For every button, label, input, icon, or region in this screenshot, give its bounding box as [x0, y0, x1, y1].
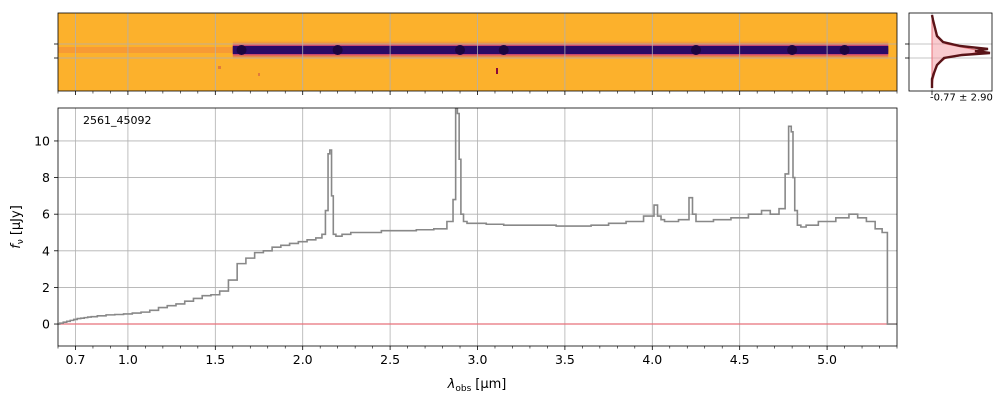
- profile-annotation: -0.77 ± 2.90: [930, 92, 993, 103]
- x-tick-label: 1.5: [205, 352, 225, 367]
- x-tick-label: 2.5: [380, 352, 400, 367]
- x-tick-label: 2.0: [293, 352, 313, 367]
- spectrum-2d-content: [58, 40, 889, 76]
- trace-clump: [498, 45, 509, 55]
- x-axis-label: λobs [μm]: [447, 377, 507, 394]
- x-tick-label: 4.0: [642, 352, 662, 367]
- trace-clump: [839, 45, 850, 55]
- trace-core: [232, 46, 889, 54]
- object-id-label: 2561_45092: [83, 114, 152, 127]
- trace-clump: [236, 45, 247, 55]
- y-tick-label: 2: [42, 280, 50, 295]
- trace-clump: [455, 45, 466, 55]
- y-axis-label: fν[μJy]: [9, 205, 26, 249]
- x-tick-label: 3.5: [555, 352, 575, 367]
- profile-panel: -0.77 ± 2.90: [905, 12, 993, 103]
- y-tick-label: 10: [34, 133, 50, 148]
- x-tick-label: 1.0: [118, 352, 138, 367]
- y-tick-label: 4: [42, 243, 50, 258]
- spectrum-2d-ticks: [54, 43, 898, 95]
- y-tick-label: 0: [42, 317, 50, 332]
- profile-frame: [908, 12, 993, 92]
- x-tick-label: 5.0: [817, 352, 837, 367]
- trace-clump: [332, 45, 343, 55]
- spectrum-2d-grid: [58, 13, 897, 91]
- spectrum-1d-panel: 0.7 1.0 1.5 2.0 2.5 3.0 3.5 4.0 4.5 5.0 0 2 4 6 8 10 25…: [9, 107, 898, 394]
- trace-clump: [787, 45, 798, 55]
- axis-ticks: 0.7 1.0 1.5 2.0 2.5 3.0 3.5 4.0 4.5 5.0 0 2 4 6 8 10: [34, 133, 898, 367]
- spectrum-line: [58, 108, 897, 325]
- trace-faint: [58, 47, 233, 53]
- artifact-dot: [218, 66, 221, 69]
- series-layer: [58, 108, 897, 325]
- x-tick-label: 0.7: [66, 352, 86, 367]
- profile-data-line: [930, 14, 991, 88]
- y-tick-label: 8: [42, 170, 50, 185]
- artifact-dot: [258, 73, 260, 76]
- x-tick-label: 3.0: [468, 352, 488, 367]
- y-tick-label: 6: [42, 207, 50, 222]
- artifact-dot: [496, 68, 498, 74]
- trace-clump: [690, 45, 701, 55]
- spectrum-2d-panel: [54, 12, 898, 95]
- x-tick-label: 4.5: [730, 352, 750, 367]
